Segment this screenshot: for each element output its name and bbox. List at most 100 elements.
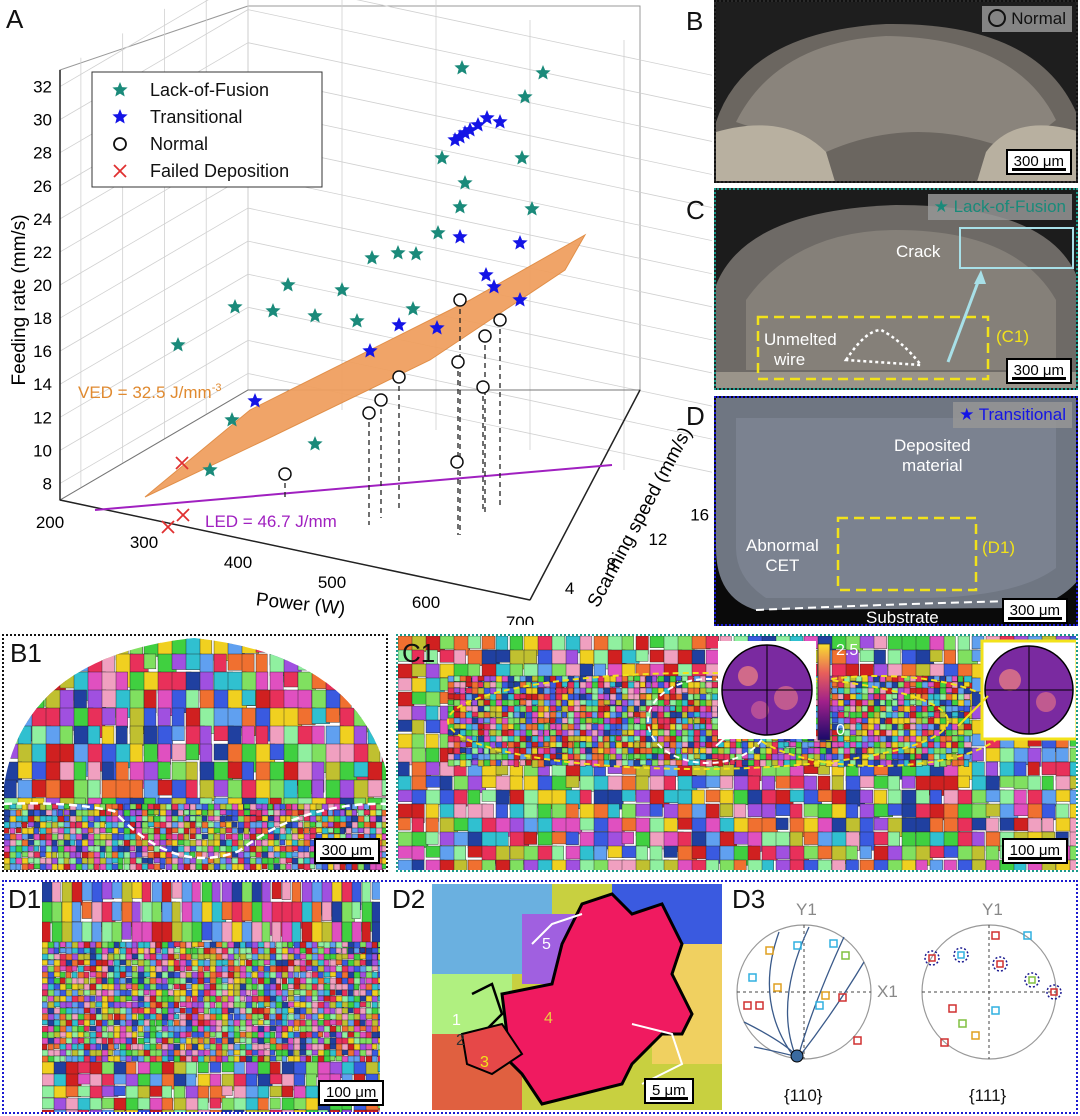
normal-point	[392, 370, 406, 384]
ebsd-c1: C1 2.5 0 100 μm	[396, 634, 1078, 872]
transitional-point	[247, 393, 263, 408]
legend-label: Lack-of-Fusion	[150, 80, 269, 100]
unmelted-wire-label: Unmelted wire	[764, 330, 837, 369]
transitional-tag: ★ Transitional	[953, 402, 1072, 428]
x-tick-label: 400	[224, 553, 252, 572]
ebsd-c1-map	[398, 636, 1076, 870]
x-tick-label: 200	[36, 513, 64, 532]
normal-point	[278, 467, 292, 481]
normal-point	[493, 313, 507, 327]
pole-figure-110-label: {110}	[784, 1086, 823, 1105]
lack-of-fusion-point	[452, 199, 468, 214]
bottom-row: D1 100 μm D2 5 1 2 3 4 5 μm D3	[2, 880, 1078, 1114]
panel-label-b1: B1	[10, 638, 42, 668]
grain-2: 2	[456, 1032, 465, 1049]
micrograph-c-image	[716, 190, 1076, 388]
lack-of-fusion-point	[535, 65, 551, 80]
failed-deposition-point	[176, 508, 190, 522]
lack-of-fusion-point	[202, 462, 218, 477]
micrograph-b-image	[716, 2, 1076, 181]
lack-of-fusion-point	[514, 150, 530, 165]
ebsd-d2-map	[432, 884, 722, 1110]
colorbar-min: 0	[836, 722, 845, 739]
x-tick-label: 300	[130, 533, 158, 552]
transitional-point	[512, 235, 528, 250]
feed-rate-ticks: 8 10 12 14 16 18 20 22 24 26 28 30 32	[33, 78, 52, 494]
ved-annotation: VED = 32.5 J/mm-3	[78, 382, 221, 402]
transitional-point	[362, 343, 378, 358]
z-tick-label: 26	[33, 177, 52, 196]
legend-label: Failed Deposition	[150, 161, 289, 181]
z-tick-label: 12	[33, 408, 52, 427]
y-tick-label: 16	[690, 505, 709, 524]
grain-4: 4	[544, 1010, 553, 1027]
z-tick-label: 10	[33, 441, 52, 460]
lack-of-fusion-point	[408, 246, 424, 261]
lack-of-fusion-point	[454, 60, 470, 75]
transitional-star-icon: ★	[959, 405, 975, 424]
lack-tag-label: Lack-of-Fusion	[953, 197, 1066, 216]
lack-of-fusion-point	[430, 225, 446, 240]
data-marks	[161, 60, 551, 534]
transitional-point	[479, 110, 495, 125]
z-tick-label: 24	[33, 210, 52, 229]
z-tick-label: 20	[33, 276, 52, 295]
normal-point	[476, 380, 490, 394]
pole-figure-111-label: {111}	[969, 1086, 1007, 1105]
transitional-point	[391, 317, 407, 332]
transitional-point	[486, 279, 502, 294]
y-tick-label: 4	[565, 579, 574, 598]
legend-x-icon	[113, 164, 127, 178]
normal-tag: Normal	[982, 6, 1072, 32]
z-tick-label: 18	[33, 309, 52, 328]
normal-point	[451, 355, 465, 369]
panel-label-a: A	[6, 4, 24, 34]
lack-of-fusion-point	[349, 313, 365, 328]
transitional-point	[512, 292, 528, 307]
micrograph-b: Normal 300 μm	[714, 0, 1078, 183]
micrograph-d-image	[716, 398, 1076, 624]
legend-box	[91, 71, 323, 188]
scale-bar-d: 300 μm	[1001, 598, 1068, 624]
legend-circle-icon	[113, 137, 127, 151]
micrograph-d: ★ Transitional Deposited material Abnorma…	[714, 396, 1078, 626]
failed-deposition-point	[175, 456, 189, 470]
panel-label-c: C	[686, 195, 705, 225]
grain-5: 5	[542, 936, 551, 953]
lack-of-fusion-point	[280, 277, 296, 292]
transitional-point	[447, 132, 463, 147]
panel-label-c1: C1	[402, 638, 436, 668]
scale-bar-b1: 300 μm	[313, 838, 380, 864]
c1-box-label: (C1)	[996, 327, 1030, 346]
speed-axis-line	[529, 389, 641, 601]
micrograph-c: ★ Lack-of-Fusion Crack Unmelted wire (C1)…	[714, 188, 1078, 390]
y-axis-title: Scanning speed (mm/s)	[584, 424, 697, 611]
scale-bar-c: 300 μm	[1005, 358, 1072, 384]
x-axis-title: Power (W)	[255, 589, 346, 619]
panel-label-d3: D3	[732, 884, 766, 914]
d3-y1-left: Y1	[796, 900, 817, 919]
legend-label: Transitional	[150, 107, 242, 127]
z-axis-title: Feeding rate (mm/s)	[9, 214, 30, 385]
x-tick-label: 600	[412, 593, 440, 612]
normal-circle-icon	[988, 9, 1007, 27]
lack-of-fusion-point	[224, 412, 240, 427]
transitional-point	[452, 229, 468, 244]
lack-of-fusion-point	[265, 303, 281, 318]
normal-point	[374, 393, 388, 407]
lack-of-fusion-point	[434, 150, 450, 165]
pole-figures-d3	[736, 924, 1062, 1063]
panel-label-b: B	[686, 6, 704, 36]
ebsd-b1: B1 300 μm	[2, 634, 388, 872]
ved-plane	[144, 233, 587, 498]
failed-deposition-point	[161, 520, 175, 534]
z-tick-label: 22	[33, 243, 52, 262]
lack-of-fusion-point	[457, 175, 473, 190]
z-tick-label: 30	[33, 111, 52, 130]
lack-of-fusion-point	[364, 250, 380, 265]
z-tick-label: 16	[33, 342, 52, 361]
speed-ticks: 48121620	[565, 505, 709, 598]
drop-lines	[284, 300, 501, 535]
lack-star-icon: ★	[933, 197, 949, 216]
legend-label: Normal	[150, 134, 208, 154]
